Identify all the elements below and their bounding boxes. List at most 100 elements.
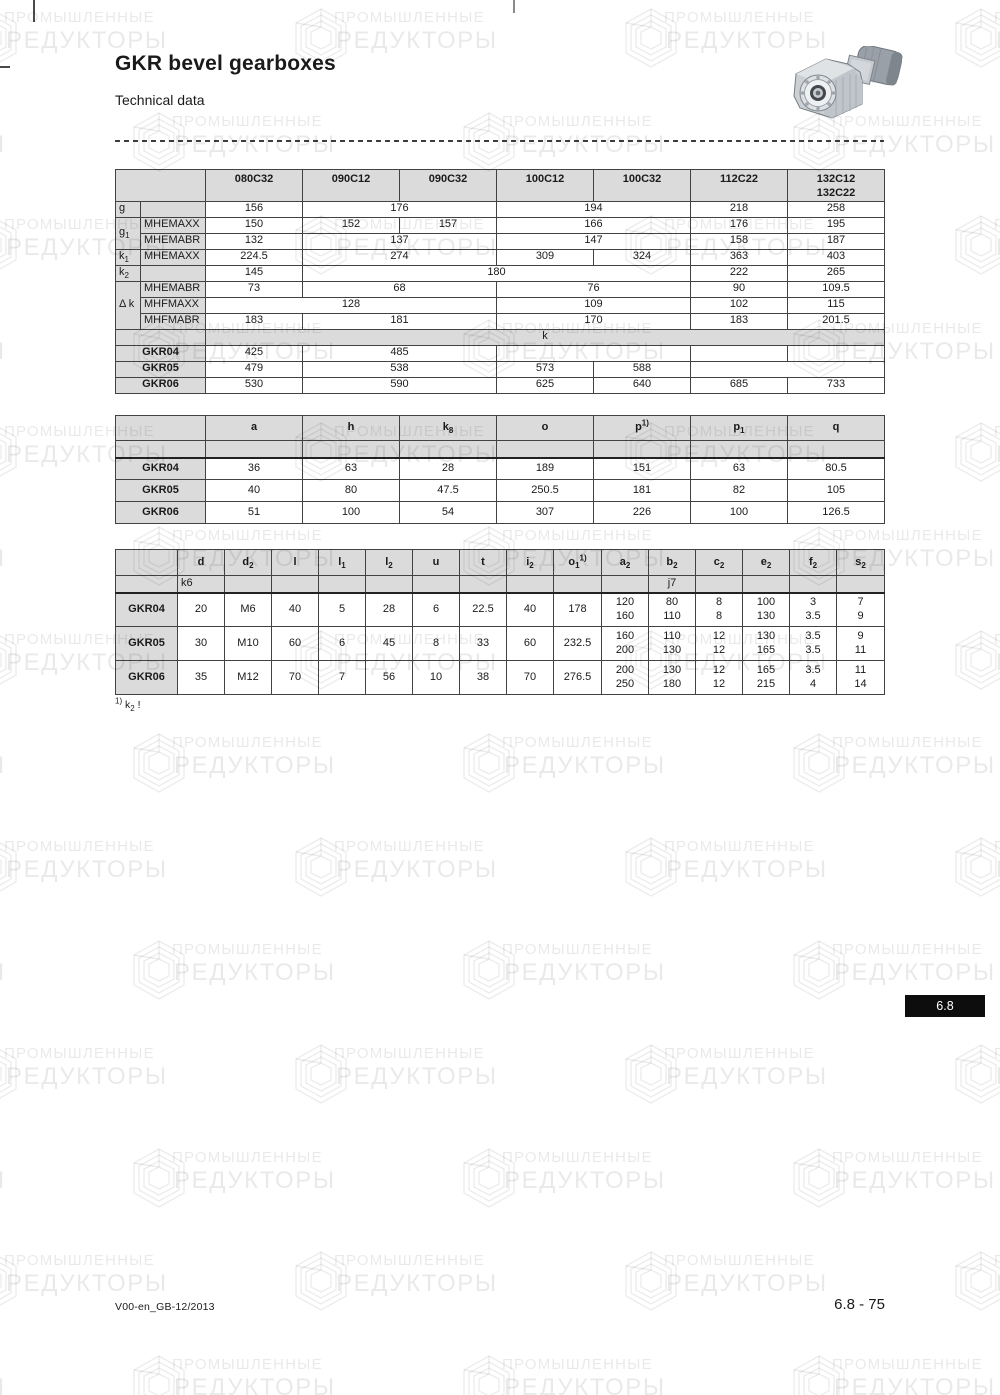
row-label xyxy=(205,440,303,459)
header-row: a h k8 o p1) p1 q xyxy=(115,415,885,441)
row-label xyxy=(271,575,319,594)
watermark-line2: РЕДУКТОРЫ xyxy=(996,234,1000,262)
watermark-line2: РЕДУКТОРЫ xyxy=(834,1166,996,1194)
watermark-line1: ПРОМЫШЛЕННЫЕ xyxy=(664,837,815,855)
watermark-line1: ПРОМЫШЛЕННЫЕ xyxy=(172,527,323,544)
table1-container: 080C32 090C12 090C32 100C12 100C32 112C22 132C… xyxy=(115,169,885,394)
column-header: c2 xyxy=(695,549,743,576)
table-cell: 105 xyxy=(787,479,885,502)
row-label: MHEMABR xyxy=(140,232,206,250)
table-row: k xyxy=(115,328,885,346)
table-cell: 152 xyxy=(302,216,400,234)
watermark-line1: ПРОМЫШЛЕННЫЕ xyxy=(4,1252,155,1270)
header-row: 080C32 090C12 090C32 100C12 100C32 112C22 132C… xyxy=(115,169,885,202)
table-cell: 3.5 4 xyxy=(789,660,837,695)
hexagon-logo-icon xyxy=(793,1147,845,1208)
watermark-line1: ПРОМЫШЛЕННЫЕ xyxy=(334,9,485,26)
table3-container: d d2 l l1 l2 u t i2 o11) a2 b2 c2 e2 f2 s2 k6 j7 GKR04 20 M… xyxy=(115,549,885,695)
table-cell: 530 xyxy=(205,376,303,394)
column-header: 112C22 xyxy=(690,169,788,202)
watermark-line1: ПРОМЫШЛЕННЫЕ xyxy=(994,423,1000,440)
row-label xyxy=(412,575,460,594)
watermark-line2: РЕДУКТОРЫ xyxy=(336,855,498,883)
table-cell: 70 xyxy=(271,660,319,695)
footer-page-number: 6.8 - 75 xyxy=(834,1296,885,1313)
row-label xyxy=(365,575,413,594)
column-header: p1 xyxy=(690,415,788,441)
table-cell: 12 12 xyxy=(695,626,743,661)
table-cell: 38 xyxy=(459,660,507,695)
table-cell: 685 xyxy=(690,376,788,394)
table-cell: 538 xyxy=(302,360,497,378)
watermark-line2: РЕДУКТОРЫ xyxy=(0,752,6,780)
column-header: d xyxy=(177,549,225,576)
table-cell: 165 215 xyxy=(742,660,790,695)
watermark-line1: ПРОМЫШЛЕННЫЕ xyxy=(664,1252,815,1270)
watermark-line1: ПРОМЫШЛЕННЫЕ xyxy=(4,9,155,26)
row-label xyxy=(318,575,366,594)
table-cell: 250.5 xyxy=(496,479,594,502)
table-row: k6 j7 xyxy=(115,575,885,594)
watermark-line1: ПРОМЫШЛЕННЫЕ xyxy=(172,734,323,752)
table-cell: 5 xyxy=(318,592,366,627)
table-cell: 40 xyxy=(205,479,303,502)
watermark-line2: РЕДУКТОРЫ xyxy=(174,959,336,987)
footnote: 1) k2 ! xyxy=(115,696,141,714)
crop-mark xyxy=(33,0,35,22)
table-cell: 40 xyxy=(271,592,319,627)
table-cell: 76 xyxy=(496,280,691,298)
row-label: GKR06 xyxy=(115,376,206,394)
column-header: p1) xyxy=(593,415,691,441)
table-cell: 63 xyxy=(690,457,788,480)
watermark-line2: РЕДУКТОРЫ xyxy=(996,649,1000,677)
watermark-line1: ПРОМЫШЛЕННЫЕ xyxy=(4,837,155,855)
watermark-line2: РЕДУКТОРЫ xyxy=(0,131,6,159)
row-label xyxy=(695,575,743,594)
watermark-line2: РЕДУКТОРЫ xyxy=(0,338,6,366)
watermark-line1: ПРОМЫШЛЕННЫЕ xyxy=(994,216,1000,233)
table-cell: 54 xyxy=(399,501,497,524)
column-header: e2 xyxy=(742,549,790,576)
watermark-line1: ПРОМЫШЛЕННЫЕ xyxy=(334,1045,485,1062)
column-header: 090C32 xyxy=(399,169,497,202)
table-cell: 157 xyxy=(399,216,497,234)
row-label: g xyxy=(115,200,141,218)
hexagon-logo-icon xyxy=(955,422,1000,483)
hexagon-logo-icon xyxy=(625,836,677,897)
table-cell: 30 xyxy=(177,626,225,661)
table-cell: 47.5 xyxy=(399,479,497,502)
table-cell: 3 3.5 xyxy=(789,592,837,627)
table-cell: 640 xyxy=(593,376,691,394)
watermark-line2: РЕДУКТОРЫ xyxy=(174,752,336,780)
watermark-line1: ПРОМЫШЛЕННЫЕ xyxy=(502,941,653,959)
hexagon-logo-icon xyxy=(133,1147,185,1208)
table-cell: 181 xyxy=(302,312,497,330)
table-cell: 403 xyxy=(787,248,885,266)
column-header: 100C12 xyxy=(496,169,594,202)
column-header: d2 xyxy=(224,549,272,576)
table-mounting-heights: 080C32 090C12 090C32 100C12 100C32 112C22 132C… xyxy=(115,169,885,394)
row-label xyxy=(506,575,554,594)
column-header: a xyxy=(205,415,303,441)
watermark-line2: РЕДУКТОРЫ xyxy=(666,1270,828,1298)
watermark-line2: РЕДУКТОРЫ xyxy=(0,959,6,987)
table-row: k1 MHEMAXX 224.5 274 309 324 363 403 xyxy=(115,248,885,266)
table-cell: 222 xyxy=(690,264,788,282)
column-header: o11) xyxy=(553,549,602,576)
hexagon-logo-icon xyxy=(295,836,347,897)
table-cell: 20 xyxy=(177,592,225,627)
table-cell: 110 130 xyxy=(648,626,696,661)
table-cell: 181 xyxy=(593,479,691,502)
row-label: k1 xyxy=(115,248,141,266)
table-cell: 307 xyxy=(496,501,594,524)
table-cell: 156 xyxy=(205,200,303,218)
row-label xyxy=(787,440,885,459)
